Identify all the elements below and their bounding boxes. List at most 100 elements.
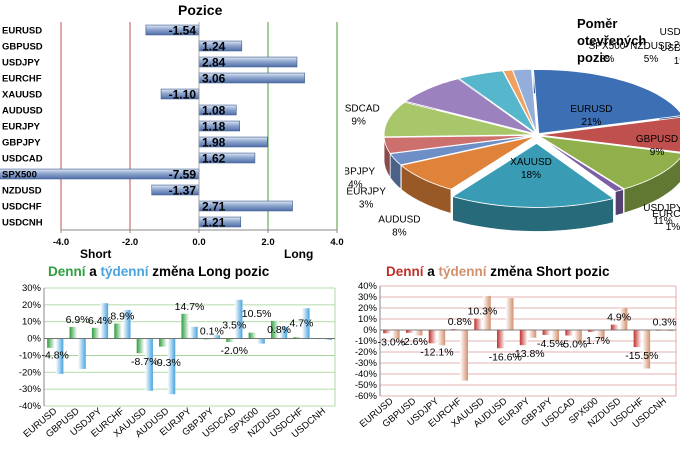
pie-label-xauusd: XAUUSD [510,157,552,168]
category-label-spx500: SPX500 [2,170,37,181]
long-title-rest: změna Long pozic [148,264,270,279]
pie-pct-gbpusd: 9% [650,147,665,158]
data-label-spx500: -1.7% [583,335,610,347]
data-label-xauusd: -8.7% [131,356,158,368]
category-label-gbpjpy: GBPJPY [2,138,41,149]
positions-panel: Pozice -4.0 -2.0 0.0 2.0 4.0 EURUSD -1.54 GBPUS… [0,0,345,262]
daily-bar-eurusd [47,338,55,348]
daily-bar-eurusd [383,330,391,334]
x-tick-label: -2.0 [122,237,138,248]
pie-pct-usdchf: 1% [674,56,680,67]
pie-slice-eurusd [533,69,680,134]
daily-bar-usdcad [226,338,234,342]
pie-pct-gbpjpy: 4% [348,179,363,190]
value-label-spx500: -7.59 [169,168,197,182]
daily-bar-spx500 [248,332,257,339]
category-label-usdjpy: USDJPY [2,58,41,69]
y-tick-label: 10% [22,317,42,328]
y-tick-label: -10% [355,336,378,347]
pie-pct-eurchf: 1% [666,222,680,233]
long-title-weekly: týdenní [100,264,149,279]
data-label-eurjpy: 14.7% [175,301,205,313]
weekly-bar-spx500 [257,338,265,344]
weekly-bar-gbpjpy [551,330,560,341]
long-title-and: a [85,264,101,279]
y-tick-label: 20% [22,300,42,311]
pie-label-eurjpy: EURJPY [346,187,386,198]
data-label-eurchf: 8.9% [110,311,134,323]
pie-panel: EURUSD 21% GBPUSD 9% USDJPY 11%EURCHF 1% XAUUSD… [345,0,680,262]
category-label-xauusd: XAUUSD [2,90,42,101]
weekly-bar-eurjpy [190,326,198,339]
weekly-bar-eurusd [391,330,400,339]
weekly-bar-usdchf [642,330,651,369]
pie-pct-eurusd: 21% [581,117,601,128]
pie-slice-audusd [400,135,536,190]
weekly-bar-usdjpy [100,303,109,339]
long-change-chart: 30%20%10%0%-10%-20%-30%-40%EURUSDGBPUSDU… [19,283,336,440]
weekly-bar-xauusd [145,338,153,391]
weekly-bar-nzdusd [619,308,628,330]
value-label-usdcnh: 1.21 [202,216,226,230]
x-tick-label: -4.0 [53,237,69,248]
pie-pct-xauusd: 18% [521,170,541,181]
value-label-eurchf: 3.06 [202,72,226,86]
daily-bar-audusd [497,330,505,349]
data-label-nzdusd: 4.9% [607,312,631,324]
daily-bar-gbpusd [69,326,78,339]
weekly-bar-xauusd [483,295,491,330]
short-title-weekly: týdenní [438,264,487,279]
weekly-bar-usdcnh [665,330,673,332]
category-label-nzdusd: NZDUSD [2,186,42,197]
y-tick-label: 30% [22,283,42,294]
pie-label-usdjpy: USDJPY [643,203,680,214]
pie-pct-eurjpy: 3% [359,200,374,211]
daily-bar-eurjpy [181,313,190,339]
pie-slice-xauusd [451,142,615,208]
y-tick-label: 0% [363,325,377,336]
value-label-eurjpy: 1.18 [202,120,226,134]
value-label-eurusd: -1.54 [169,24,197,38]
daily-bar-xauusd [474,318,483,330]
weekly-bar-eurchf [122,309,131,339]
short-change-panel: Denní a týdenní změna Short pozic 40% 30%… [340,262,680,453]
pie-pct-audusd: 8% [392,228,407,239]
pie-label-gbpusd: GBPUSD [636,134,678,145]
data-label-gbpjpy: 0.1% [200,325,224,337]
pie-slice-eurjpy [389,135,535,166]
daily-bar-eurchf [114,323,122,339]
daily-bar-usdchf [293,337,301,339]
value-label-usdcad: 1.62 [202,152,226,166]
data-label-eurusd: -3.0% [378,336,405,348]
pie-slice-usdjpy [539,135,680,190]
daily-bar-gbpusd [405,330,414,333]
daily-bar-eurjpy [519,330,528,346]
daily-bar-gbpjpy [542,330,551,335]
weekly-bar-audusd [505,298,514,330]
x-tick-label: 2.0 [261,237,274,248]
short-axis-label: Short [80,247,112,261]
pie-label-usdcad: USDCAD [345,103,380,114]
value-label-usdjpy: 2.84 [202,56,226,70]
category-label-gbpusd: GBPUSD [2,42,43,53]
y-tick-label: 10% [358,314,378,325]
daily-bar-nzdusd [270,320,279,339]
value-label-nzdusd: -1.37 [169,184,197,198]
daily-bar-usdchf [633,330,642,348]
daily-bar-usdjpy [91,327,100,339]
pie-slice-usdcad [383,101,535,138]
y-tick-label: -10% [19,350,42,361]
daily-bar-audusd [159,338,167,347]
data-label-nzdusd: 0.8% [267,324,291,336]
value-label-gbpjpy: 1.98 [202,136,226,150]
pie-pct-usdjpy: 11% [653,216,672,227]
category-label-eurchf: EURCHF [2,74,42,85]
pie-pct-spx500: 8% [600,54,615,65]
value-label-usdchf: 2.71 [202,200,226,214]
y-tick-label: 40% [358,281,378,292]
y-tick-label: -40% [19,401,42,412]
weekly-bar-nzdusd [279,326,288,339]
weekly-bar-spx500 [596,330,605,339]
data-label-gbpusd: 6.9% [66,314,90,326]
pie-label-eurusd: EURUSD [570,104,612,115]
